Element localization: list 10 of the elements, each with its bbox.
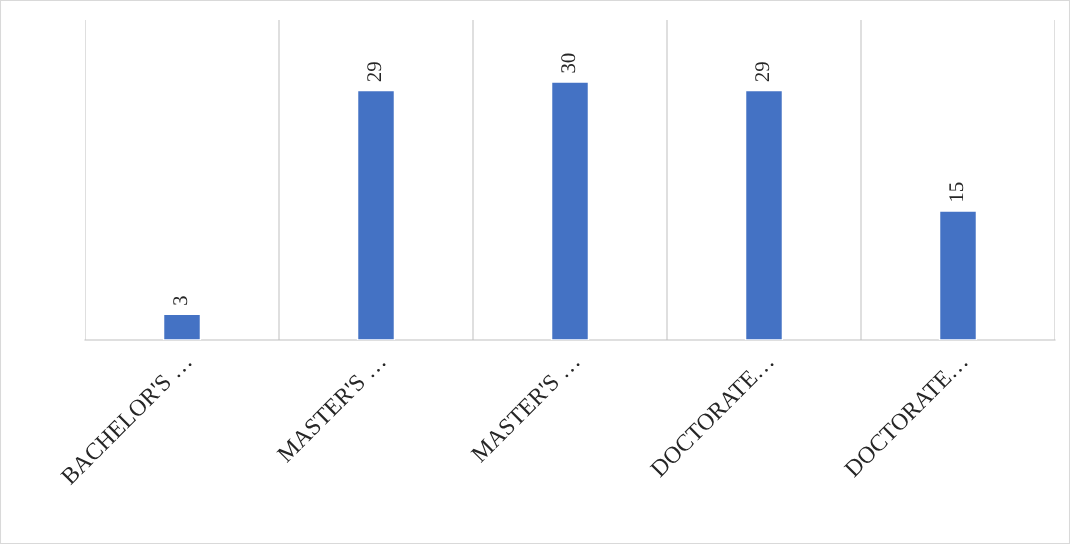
data-label: 15 xyxy=(949,182,964,201)
data-label: 3 xyxy=(173,296,188,305)
bar xyxy=(162,313,202,340)
bar xyxy=(744,89,784,340)
data-label: 29 xyxy=(755,62,770,82)
bar xyxy=(356,89,396,340)
data-label: 30 xyxy=(561,53,576,73)
bar xyxy=(938,210,978,340)
data-label: 29 xyxy=(367,62,382,82)
bar xyxy=(550,81,590,340)
